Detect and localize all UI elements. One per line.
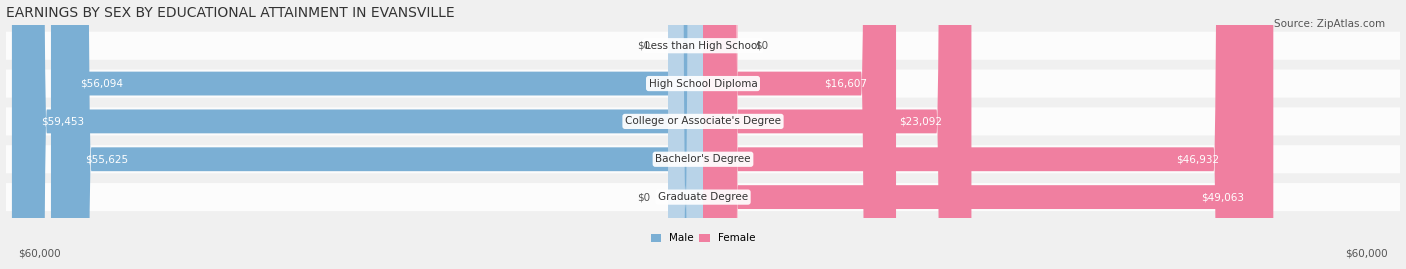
FancyBboxPatch shape	[6, 107, 1400, 135]
FancyBboxPatch shape	[6, 183, 1400, 211]
Text: $0: $0	[637, 192, 651, 202]
FancyBboxPatch shape	[6, 145, 1400, 173]
Text: $46,932: $46,932	[1177, 154, 1219, 164]
FancyBboxPatch shape	[56, 0, 703, 269]
Text: $16,607: $16,607	[824, 79, 868, 89]
Text: $60,000: $60,000	[1346, 248, 1388, 258]
FancyBboxPatch shape	[51, 0, 703, 269]
Text: $23,092: $23,092	[900, 116, 942, 126]
Text: $59,453: $59,453	[41, 116, 84, 126]
Text: $0: $0	[755, 41, 769, 51]
Text: $55,625: $55,625	[86, 154, 128, 164]
Text: $0: $0	[637, 41, 651, 51]
FancyBboxPatch shape	[11, 0, 703, 269]
FancyBboxPatch shape	[703, 0, 738, 269]
FancyBboxPatch shape	[668, 0, 703, 269]
Legend: Male, Female: Male, Female	[647, 229, 759, 247]
Text: High School Diploma: High School Diploma	[648, 79, 758, 89]
Text: Source: ZipAtlas.com: Source: ZipAtlas.com	[1274, 19, 1385, 29]
FancyBboxPatch shape	[703, 0, 896, 269]
Text: Graduate Degree: Graduate Degree	[658, 192, 748, 202]
Text: $60,000: $60,000	[18, 248, 60, 258]
Text: College or Associate's Degree: College or Associate's Degree	[626, 116, 780, 126]
Text: EARNINGS BY SEX BY EDUCATIONAL ATTAINMENT IN EVANSVILLE: EARNINGS BY SEX BY EDUCATIONAL ATTAINMEN…	[6, 6, 454, 20]
FancyBboxPatch shape	[668, 0, 703, 269]
Text: $49,063: $49,063	[1201, 192, 1244, 202]
Text: Bachelor's Degree: Bachelor's Degree	[655, 154, 751, 164]
FancyBboxPatch shape	[703, 0, 1249, 269]
FancyBboxPatch shape	[703, 0, 972, 269]
FancyBboxPatch shape	[6, 32, 1400, 60]
Text: $56,094: $56,094	[80, 79, 122, 89]
FancyBboxPatch shape	[703, 0, 1274, 269]
Text: Less than High School: Less than High School	[645, 41, 761, 51]
FancyBboxPatch shape	[6, 70, 1400, 98]
